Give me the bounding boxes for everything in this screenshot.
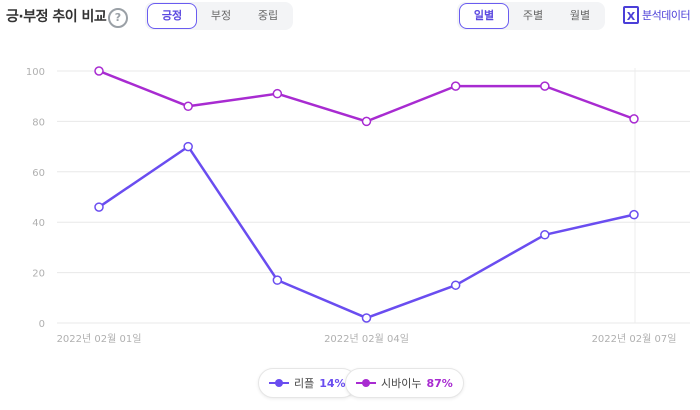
page-title: 긍·부정 추이 비교: [6, 9, 107, 25]
y-tick-label-100: 100: [26, 67, 45, 78]
download-data-label: 분석데이터: [642, 9, 691, 22]
legend-pct-ripple: 14%: [319, 376, 346, 390]
data-point-s1-1: [183, 101, 193, 112]
period-tab-group: 일별 주별 월별: [457, 2, 605, 30]
tab-daily[interactable]: 일별: [459, 3, 509, 29]
y-tick-label-20: 20: [32, 269, 45, 280]
excel-icon: X: [623, 6, 639, 24]
data-point-s0-0: [94, 202, 104, 212]
tab-weekly[interactable]: 주별: [522, 9, 544, 22]
y-tick-label-0: 0: [39, 319, 45, 330]
data-point-s1-0: [94, 66, 104, 76]
data-point-s1-3: [361, 116, 372, 127]
data-point-s1-6: [629, 114, 639, 124]
series-line-0: [98, 145, 635, 320]
data-point-s0-2: [272, 275, 283, 285]
data-point-s0-6: [629, 209, 639, 220]
x-tick-label-1: 2022년 02월 04일: [324, 333, 409, 345]
legend-name-shibainu: 시바이누: [381, 377, 422, 390]
data-point-s1-5: [540, 81, 550, 91]
y-tick-label-60: 60: [32, 168, 45, 179]
data-point-s0-1: [183, 141, 193, 152]
data-point-s1-4: [450, 81, 461, 91]
tab-neutral[interactable]: 중립: [257, 9, 279, 22]
data-point-s0-5: [540, 230, 550, 240]
legend-name-ripple: 리플: [294, 377, 315, 390]
download-data-button[interactable]: X 분석데이터: [623, 6, 691, 24]
legend-item-ripple[interactable]: 리플 14%: [258, 368, 357, 398]
x-tick-label-2: 2022년 02월 07일: [592, 333, 677, 345]
y-tick-label-40: 40: [32, 218, 45, 229]
data-point-s0-4: [450, 280, 461, 290]
y-tick-label-80: 80: [32, 117, 45, 128]
legend-marker-ripple: [269, 378, 289, 388]
series-line-1: [98, 69, 635, 123]
tab-negative[interactable]: 부정: [210, 9, 232, 22]
legend-marker-shibainu: [356, 378, 376, 388]
data-point-s0-3: [361, 313, 372, 323]
legend-item-shibainu[interactable]: 시바이누 87%: [345, 368, 464, 398]
trend-line-chart: 0 20 40 60 80 100 2022년 02월 01일 2022년 02월 04일 20…: [26, 66, 690, 345]
help-icon[interactable]: ?: [108, 8, 128, 28]
data-point-s1-2: [272, 88, 283, 99]
legend-pct-shibainu: 87%: [426, 376, 453, 390]
tab-positive[interactable]: 긍정: [147, 3, 197, 29]
x-tick-label-0: 2022년 02월 01일: [57, 333, 142, 345]
sentiment-tab-group: 긍정 부정 중립: [145, 2, 293, 30]
tab-monthly[interactable]: 월별: [569, 9, 591, 22]
